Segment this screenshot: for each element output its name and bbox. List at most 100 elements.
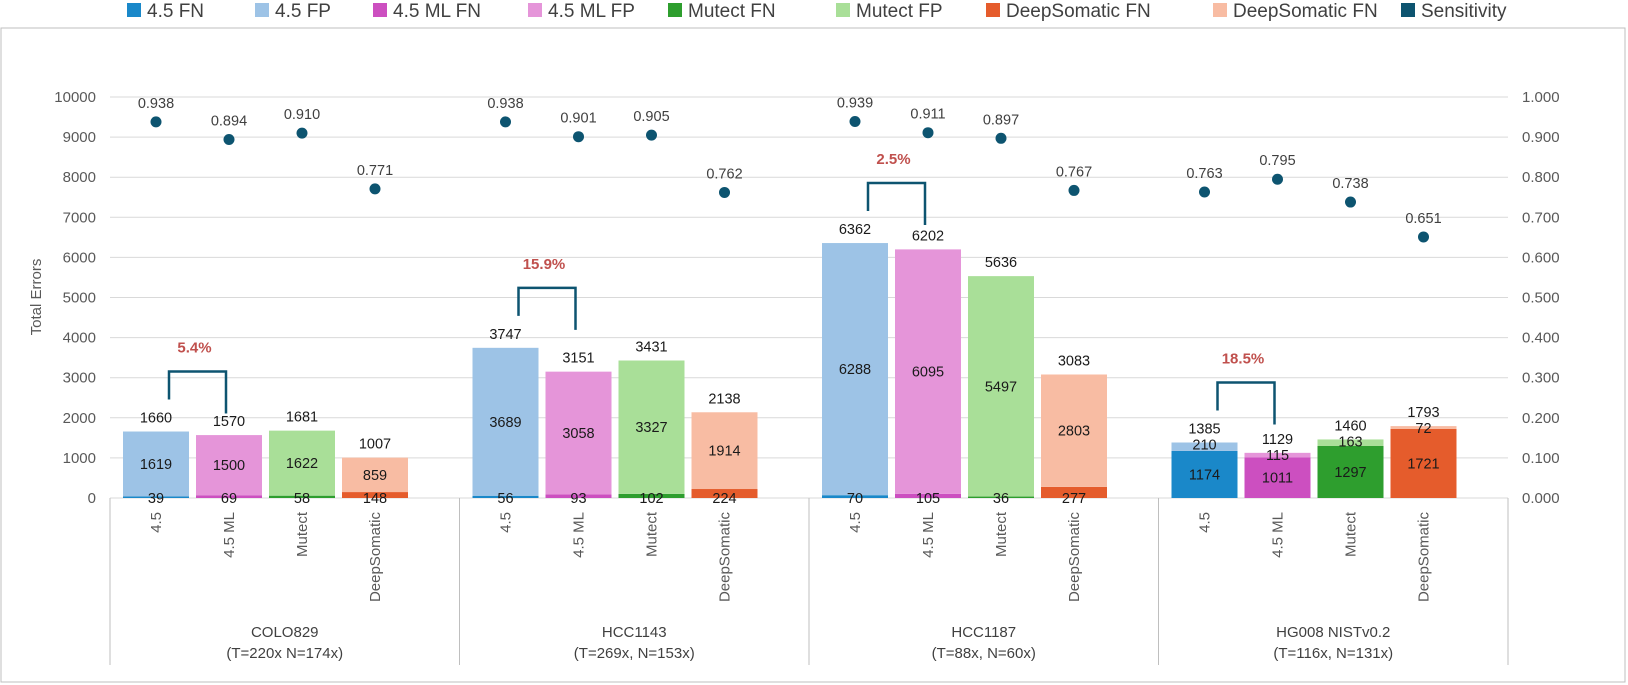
sensitivity-point xyxy=(150,116,162,128)
y-tick-label: 0 xyxy=(88,490,96,507)
legend-label: DeepSomatic FN xyxy=(1006,1,1151,22)
total-value-label: 1793 xyxy=(1407,405,1439,421)
fn-value-label: 1721 xyxy=(1407,456,1439,472)
total-value-label: 1460 xyxy=(1334,418,1366,434)
fn-value-label: 1174 xyxy=(1189,467,1220,483)
bar-fp-segment xyxy=(822,243,888,496)
fp-value-label: 2803 xyxy=(1058,424,1090,440)
y2-tick-label: 0.600 xyxy=(1522,249,1560,266)
legend-swatch xyxy=(127,3,141,17)
total-value-label: 2138 xyxy=(708,391,740,407)
category-label: Mutect xyxy=(1343,511,1360,557)
improvement-label: 5.4% xyxy=(177,340,211,357)
sensitivity-point xyxy=(573,131,584,143)
fp-value-label: 163 xyxy=(1338,434,1362,450)
fn-value-label: 69 xyxy=(221,491,237,507)
category-label: Mutect xyxy=(294,511,311,557)
sensitivity-series: 0.938 0.894 0.910 0.771 0.938 0.901 0.905 0.762… xyxy=(138,95,1442,243)
bar-fp-segment xyxy=(691,412,758,490)
bar-fn-segment xyxy=(822,495,888,498)
sensitivity-point xyxy=(849,115,861,127)
sensitivity-point xyxy=(719,186,730,198)
total-value-label: 3083 xyxy=(1058,353,1090,369)
bar-fp-segment xyxy=(342,457,408,493)
bar-fn-segment xyxy=(196,495,262,498)
bars xyxy=(123,243,1457,498)
fp-value-label: 1914 xyxy=(708,444,740,460)
category-label: Mutect xyxy=(644,511,661,557)
improvement-label: 15.9% xyxy=(523,256,566,273)
y2-tick-label: 0.000 xyxy=(1522,490,1560,507)
category-label: 4.5 xyxy=(148,512,165,533)
total-value-label: 1385 xyxy=(1188,422,1220,438)
bar-fn-segment xyxy=(123,496,189,498)
sensitivity-label: 0.651 xyxy=(1405,211,1441,227)
legend-label: 4.5 ML FN xyxy=(393,1,481,22)
bar-fn-segment xyxy=(269,495,335,498)
improvement-label: 2.5% xyxy=(876,151,910,168)
improvement-bracket xyxy=(866,181,927,226)
bar-fp-segment xyxy=(123,431,189,497)
fp-value-label: 3689 xyxy=(489,415,521,431)
data-labels: 39 1619 1660 69 1500 1570 58 1622 1681 148 859 1007… xyxy=(140,222,1440,507)
group-subtitle: (T=220x N=174x) xyxy=(226,645,343,662)
bar-fn-segment xyxy=(342,492,408,498)
bar-fn-segment xyxy=(1041,486,1107,498)
y2-tick-label: 0.100 xyxy=(1522,450,1560,467)
improvement-bracket xyxy=(517,286,577,330)
sensitivity-point xyxy=(1345,196,1356,208)
sensitivity-label: 0.901 xyxy=(560,111,596,127)
category-label: DeepSomatic xyxy=(1066,512,1083,603)
legend-swatch xyxy=(1213,3,1227,17)
fp-value-label: 6095 xyxy=(912,365,944,381)
bar-fp-segment xyxy=(269,430,335,496)
y-tick-label: 3000 xyxy=(63,370,96,387)
category-label: DeepSomatic xyxy=(717,512,734,603)
category-label: Mutect xyxy=(993,511,1010,557)
total-value-label: 3151 xyxy=(562,351,594,367)
fn-value-label: 105 xyxy=(916,491,940,507)
sensitivity-label: 0.905 xyxy=(633,109,669,125)
y-tick-label: 5000 xyxy=(63,290,96,307)
bar-fn-segment xyxy=(968,496,1034,498)
improvement-brackets: 5.4% 15.9% 2.5% 18.5% xyxy=(167,151,1276,425)
fn-value-label: 70 xyxy=(847,491,863,507)
bar-fp-segment xyxy=(1244,452,1311,458)
bar-fp-segment xyxy=(618,360,685,494)
sensitivity-label: 0.771 xyxy=(357,163,393,179)
legend-label: Mutect FN xyxy=(688,1,776,22)
y-tick-label: 1000 xyxy=(63,450,96,467)
category-label: 4.5 ML xyxy=(920,512,937,558)
fn-value-label: 277 xyxy=(1062,491,1086,507)
group-label: HCC1187 xyxy=(951,624,1016,641)
group-subtitle: (T=88x, N=60x) xyxy=(932,645,1036,662)
legend: 4.5 FN 4.5 FP 4.5 ML FN 4.5 ML FP Mutect FN M… xyxy=(127,1,1507,22)
bar-fp-segment xyxy=(196,435,262,496)
y2-tick-label: 0.700 xyxy=(1522,209,1560,226)
legend-swatch xyxy=(1401,3,1415,17)
sensitivity-label: 0.938 xyxy=(487,96,523,112)
sensitivity-label: 0.795 xyxy=(1259,153,1295,169)
fp-value-label: 210 xyxy=(1192,438,1216,454)
group-label: HCC1143 xyxy=(602,624,667,641)
bar-fn-segment xyxy=(472,495,539,498)
y-axis-title: Total Errors xyxy=(28,259,45,336)
y-axis-right: 0.000 0.100 0.200 0.300 0.400 0.500 0.600 0.700… xyxy=(1522,89,1560,507)
sensitivity-point xyxy=(1068,184,1080,196)
y-tick-label: 10000 xyxy=(54,89,96,106)
y2-tick-label: 0.900 xyxy=(1522,129,1560,146)
total-value-label: 3431 xyxy=(635,339,667,355)
bar-fp-segment xyxy=(472,347,539,496)
improvement-bracket xyxy=(1216,381,1276,425)
fn-value-label: 148 xyxy=(363,491,387,507)
y2-tick-label: 1.000 xyxy=(1522,89,1560,106)
bar-fp-segment xyxy=(545,371,612,495)
legend-swatch xyxy=(373,3,387,17)
sensitivity-label: 0.767 xyxy=(1056,164,1092,180)
bar-fn-segment xyxy=(1390,428,1457,498)
category-label: 4.5 ML xyxy=(571,512,588,558)
group-subtitle: (T=116x, N=131x) xyxy=(1273,645,1393,662)
legend-label: Mutect FP xyxy=(856,1,943,22)
bar-fn-segment xyxy=(1317,445,1384,498)
bar-fn-segment xyxy=(1244,457,1311,498)
